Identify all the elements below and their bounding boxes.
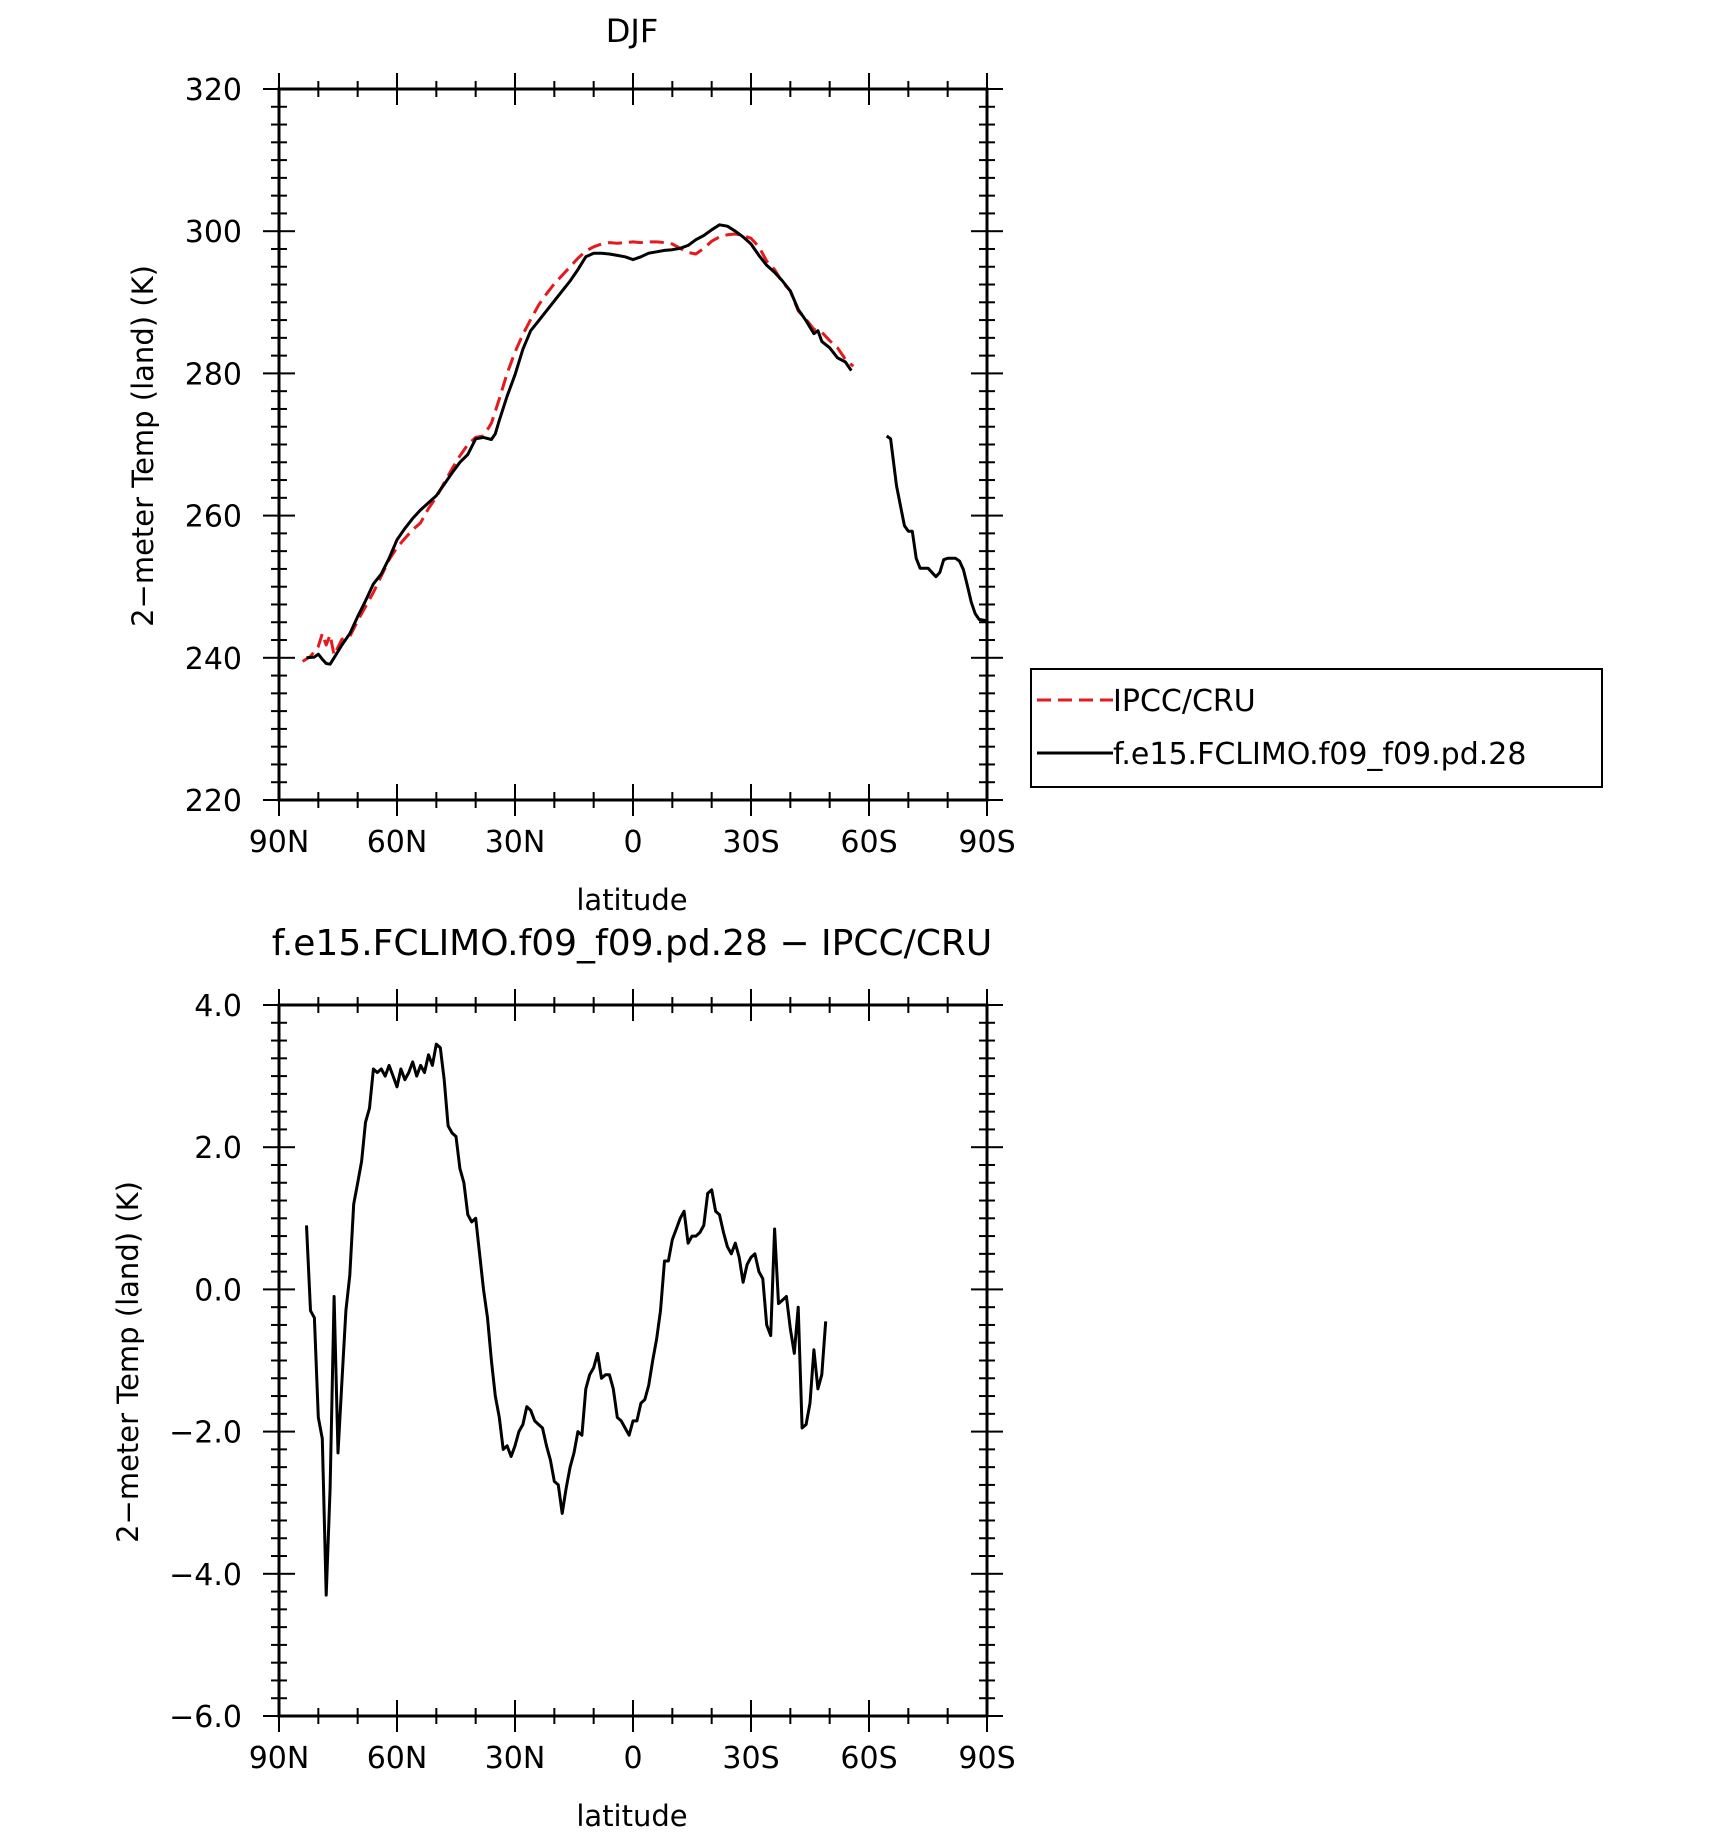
top-xtick-label-60s: 60S (840, 825, 897, 860)
bottom-panel-xlabel: latitude (576, 1799, 687, 1833)
top-xtick-label-90s: 90S (958, 825, 1015, 860)
top-ytick-label-240: 240 (185, 642, 242, 677)
bottom-panel-series (305, 1042, 828, 1597)
top-xtick-label-0: 0 (623, 825, 642, 860)
top-xtick-label-90n: 90N (249, 825, 310, 860)
bottom-ytick-label-6-0: −6.0 (169, 1700, 242, 1735)
bottom-ytick-label-4-0: −4.0 (169, 1558, 242, 1593)
top-series-f-e15-fclimo-f09-f09-pd-28-segment-1 (885, 434, 988, 623)
bottom-xtick-label-60s: 60S (840, 1741, 897, 1776)
top-panel: DJF 90N 60N 30N 0 30S 60S 90S 220 240 260 280 300 32… (126, 12, 1603, 917)
legend-label-ipcc-cru: IPCC/CRU (1113, 684, 1256, 719)
bottom-panel-ylabel: 2−meter Temp (land) (K) (111, 1181, 145, 1543)
top-ytick-label-260: 260 (185, 500, 242, 535)
bottom-xtick-label-30s: 30S (722, 1741, 779, 1776)
top-ytick-label-300: 300 (185, 215, 242, 250)
bottom-xtick-label-90s: 90S (958, 1741, 1015, 1776)
top-ytick-label-220: 220 (185, 784, 242, 819)
top-xtick-label-30n: 30N (485, 825, 546, 860)
top-panel-ylabel: 2−meter Temp (land) (K) (126, 265, 160, 627)
bottom-series-difference-segment-0 (305, 1042, 828, 1597)
bottom-xtick-label-90n: 90N (249, 1741, 310, 1776)
bottom-xtick-label-30n: 30N (485, 1741, 546, 1776)
top-panel-xlabel: latitude (576, 883, 687, 917)
top-xtick-label-60n: 60N (367, 825, 428, 860)
top-panel-legend: IPCC/CRU f.e15.FCLIMO.f09_f09.pd.28 (1030, 668, 1603, 788)
bottom-panel-axes: 90N 60N 30N 0 30S 60S 90S −6.0 −4.0 −2.0 0.0 2.0 4.0 (169, 989, 1016, 1776)
bottom-xtick-label-0: 0 (623, 1741, 642, 1776)
bottom-xtick-label-60n: 60N (367, 1741, 428, 1776)
top-xtick-label-30s: 30S (722, 825, 779, 860)
top-panel-series (301, 223, 988, 666)
bottom-ytick-label-4-0: 4.0 (194, 989, 242, 1024)
legend-label-model: f.e15.FCLIMO.f09_f09.pd.28 (1113, 737, 1526, 772)
bottom-panel-title: f.e15.FCLIMO.f09_f09.pd.28 − IPCC/CRU (272, 923, 992, 964)
top-ytick-label-320: 320 (185, 73, 242, 108)
top-panel-title: DJF (606, 12, 658, 50)
bottom-ytick-label-2-0: 2.0 (194, 1131, 242, 1166)
bottom-ytick-label-0-0: 0.0 (194, 1273, 242, 1308)
bottom-panel: f.e15.FCLIMO.f09_f09.pd.28 − IPCC/CRU 90… (111, 923, 1016, 1833)
top-series-f-e15-fclimo-f09-f09-pd-28-segment-0 (306, 223, 853, 666)
bottom-ytick-label-2-0: −2.0 (169, 1416, 242, 1451)
legend-box (1030, 668, 1603, 788)
top-panel-axes: 90N 60N 30N 0 30S 60S 90S 220 240 260 280 300 320 (185, 73, 1016, 860)
top-ytick-label-280: 280 (185, 357, 242, 392)
